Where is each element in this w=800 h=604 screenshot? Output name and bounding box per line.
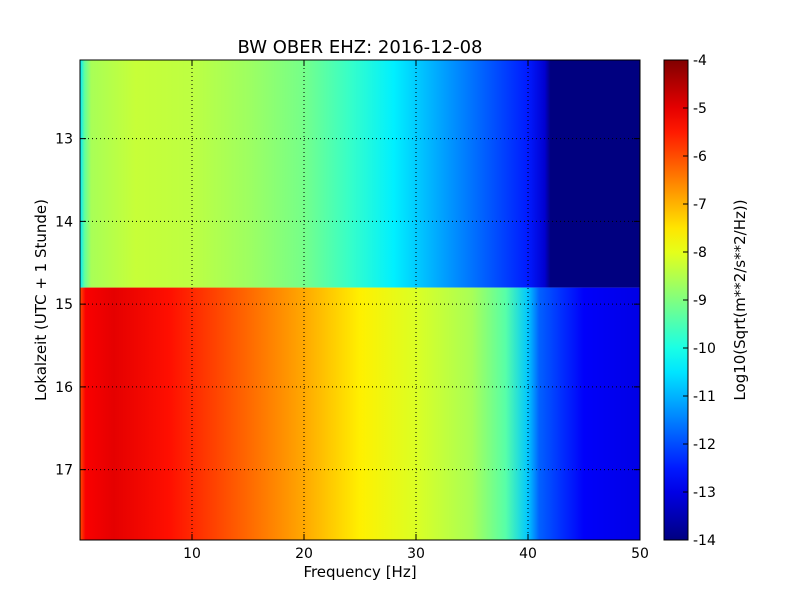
colorbar-tick-label: -10 (693, 341, 716, 357)
x-tick-label: 20 (295, 546, 313, 562)
colorbar-tick-label: -7 (693, 197, 707, 213)
colorbar-label: Log10(Sqrt(m**2/s**2/Hz)) (731, 199, 749, 400)
colorbar-tick-label: -5 (693, 101, 707, 117)
colorbar-tick-label: -13 (693, 485, 716, 501)
heatmap-layer (80, 60, 640, 540)
colorbar-tick-label: -14 (693, 533, 716, 549)
axis-layer: 10 20 30 40 50 13 14 15 16 17 (55, 60, 649, 562)
colorbar-tick-label: -6 (693, 149, 707, 165)
y-tick-label: 13 (55, 132, 73, 148)
x-axis-label: Frequency [Hz] (303, 563, 416, 581)
x-tick-label: 10 (183, 546, 201, 562)
x-tick-label: 50 (631, 546, 649, 562)
colorbar-tick-label: -11 (693, 389, 716, 405)
x-tick-label: 30 (407, 546, 425, 562)
y-tick-label: 15 (55, 297, 73, 313)
y-tick-label: 17 (55, 463, 73, 479)
plot-frame (79, 59, 641, 541)
y-tick-label: 14 (55, 214, 73, 230)
y-tick-label: 16 (55, 380, 73, 396)
colorbar-tick-label: -12 (693, 437, 716, 453)
colorbar-tick-label: -8 (693, 245, 707, 261)
colorbar-tick-label: -9 (693, 293, 707, 309)
heatmap-segment (80, 287, 640, 540)
chart-title: BW OBER EHZ: 2016-12-08 (238, 37, 483, 58)
colorbar-tick-label: -4 (693, 53, 707, 69)
colorbar-axis: -4 -5 -6 -7 -8 -9 -10 -11 -12 -13 -14 (683, 53, 716, 549)
heatmap-segment (80, 60, 640, 288)
y-axis-label: Lokalzeit (UTC + 1 Stunde) (32, 199, 50, 401)
x-tick-label: 40 (519, 546, 537, 562)
